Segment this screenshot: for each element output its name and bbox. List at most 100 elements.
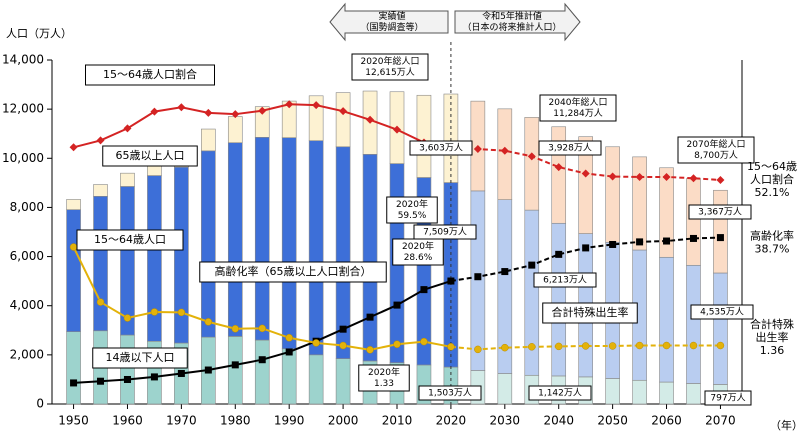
marker	[366, 115, 375, 124]
bar	[227, 142, 243, 337]
annotation-text: 11,284万人	[553, 108, 603, 119]
marker	[662, 341, 671, 350]
bar	[281, 137, 297, 350]
marker	[473, 145, 482, 154]
bar	[686, 383, 701, 405]
bar	[201, 128, 216, 152]
x-tick-label: 2060	[651, 414, 682, 428]
marker	[608, 342, 617, 350]
x-tick-label: 1980	[220, 414, 251, 428]
marker	[366, 346, 374, 354]
bar	[335, 92, 351, 148]
bar	[605, 146, 620, 243]
arrow-left	[329, 2, 449, 42]
bar	[227, 116, 243, 144]
marker	[689, 341, 698, 350]
marker	[447, 277, 455, 285]
marker	[608, 172, 617, 181]
value-label: 3,603万人	[419, 143, 463, 154]
marker	[150, 308, 159, 316]
marker	[501, 343, 509, 352]
label-box	[392, 238, 444, 266]
bar	[470, 190, 486, 371]
x-tick-label: 2050	[597, 414, 628, 428]
marker	[663, 237, 671, 245]
bar	[308, 95, 324, 141]
marker	[123, 375, 131, 383]
legend-box	[102, 145, 198, 167]
bar	[713, 272, 728, 385]
x-tick-label: 1970	[166, 414, 197, 428]
marker	[528, 343, 536, 351]
bar	[254, 137, 270, 341]
bar	[578, 136, 593, 234]
annotation-text: 2020年総人口	[361, 55, 420, 67]
bar	[254, 106, 270, 138]
label-box	[358, 364, 410, 392]
annotation-text: （日本の将来推計人口）	[462, 21, 561, 33]
y-tick-label: 0	[36, 397, 44, 411]
bar	[281, 348, 297, 405]
bar	[524, 117, 540, 211]
bar	[254, 339, 270, 405]
label-box	[539, 94, 617, 122]
bar	[335, 358, 351, 405]
marker	[150, 373, 158, 381]
label-box	[704, 390, 752, 406]
x-tick-label: 1990	[274, 414, 305, 428]
x-tick-label: 2020	[436, 414, 467, 428]
marker	[393, 340, 401, 348]
annotation-text: 合計特殊	[750, 317, 794, 331]
value-label: 797万人	[710, 393, 745, 404]
y-tick-label: 4,000	[10, 298, 44, 312]
marker	[97, 377, 105, 385]
marker	[285, 334, 293, 342]
marker	[366, 313, 374, 321]
bar	[308, 140, 324, 356]
y-tick-label: 8,000	[10, 200, 44, 214]
marker	[177, 369, 185, 377]
marker	[581, 169, 590, 178]
label-box	[351, 53, 429, 81]
marker	[474, 345, 482, 354]
label-box	[413, 224, 477, 240]
marker	[474, 273, 482, 281]
bar	[605, 378, 620, 405]
bar	[686, 264, 701, 384]
annotation-text: 1.36	[760, 344, 785, 357]
bar	[120, 186, 135, 336]
legend-box	[76, 229, 184, 251]
annotation-text: 8,700万人	[694, 150, 738, 161]
y-tick-label: 6,000	[10, 249, 44, 263]
marker	[96, 136, 105, 145]
bar	[659, 381, 674, 405]
annotation-text: 59.5%	[398, 211, 427, 221]
value-label: 3,928万人	[548, 143, 592, 154]
legend-box	[85, 64, 215, 86]
label-box	[418, 385, 482, 401]
label-box	[528, 385, 592, 401]
legend-box	[92, 347, 188, 369]
marker	[69, 243, 78, 251]
marker	[312, 101, 321, 110]
marker	[609, 240, 617, 248]
marker	[420, 337, 428, 346]
y-tick-label: 12,000	[2, 102, 44, 116]
value-label: 4,535万人	[700, 307, 744, 318]
bar	[147, 175, 162, 342]
marker	[636, 238, 644, 246]
x-tick-label: 1950	[58, 414, 89, 428]
y-tick-label: 14,000	[2, 53, 44, 67]
marker	[528, 261, 536, 269]
bar	[362, 154, 378, 362]
y-tick-label: 10,000	[2, 151, 44, 165]
marker	[204, 318, 213, 326]
bar	[497, 373, 513, 405]
label-box	[688, 204, 752, 220]
bar	[713, 189, 728, 274]
marker	[554, 163, 563, 172]
legend-label: 高齢化率（65歳以上人口割合）	[215, 264, 372, 278]
bar	[93, 195, 108, 332]
annotation-text: 2020年	[402, 240, 434, 252]
label-box	[538, 140, 602, 156]
